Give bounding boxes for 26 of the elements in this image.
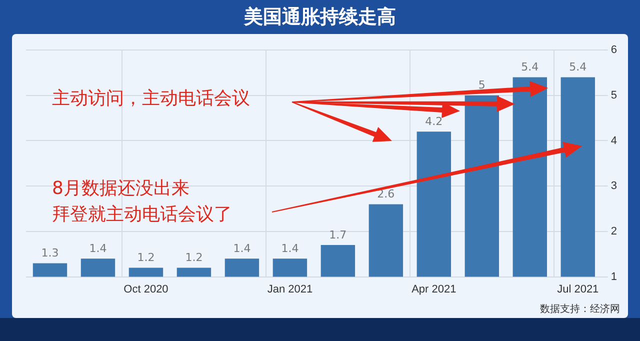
data-label: 1.7: [329, 228, 347, 242]
data-label: 5.4: [521, 60, 539, 74]
data-label: 1.4: [281, 242, 299, 256]
data-label: 5.4: [569, 60, 587, 74]
chart-title: 美国通胀持续走高: [242, 5, 397, 30]
y-tick-label: 3: [610, 180, 618, 192]
y-tick-label: 6: [610, 44, 618, 56]
annotation: 主动访问，主动电话会议: [52, 87, 250, 111]
y-tick-label: 2: [610, 225, 618, 238]
x-tick-label: Jan 2021: [267, 283, 313, 296]
data-label: 1.3: [41, 246, 59, 260]
annotation: 8月数据还没出来: [52, 177, 190, 201]
y-tick-label: 4: [610, 134, 618, 147]
data-label: 1.2: [185, 251, 203, 264]
data-label: 1.4: [89, 242, 107, 256]
data-label: 5: [478, 78, 486, 92]
y-tick-label: 5: [610, 89, 618, 102]
y-tick-label: 1: [610, 270, 618, 283]
data-label: 1.2: [137, 251, 155, 264]
data-label: 4.2: [425, 115, 443, 128]
x-tick-label: Apr 2021: [412, 283, 456, 296]
x-tick-label: Jul 2021: [557, 283, 599, 296]
annotation: 拜登就主动电话会议了: [52, 203, 232, 227]
text: 数据支持：经济网: [540, 302, 620, 316]
x-tick-label: Oct 2020: [124, 283, 168, 296]
data-label: 1.4: [233, 242, 251, 256]
